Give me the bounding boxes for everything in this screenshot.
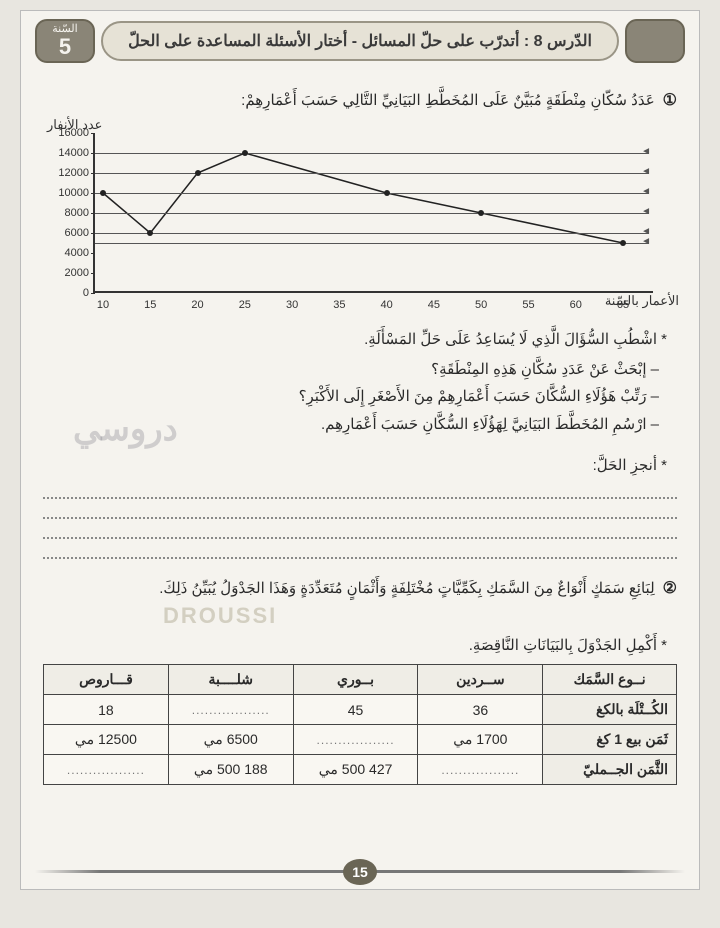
table-header: نــوع السَّمَك — [543, 665, 677, 695]
q1-solve-label: * أنجزِ الحَلَّ: — [43, 453, 667, 479]
data-point — [620, 240, 626, 246]
answer-lines — [43, 497, 677, 559]
guide-arrow — [95, 213, 649, 214]
table-cell: 18 — [44, 695, 169, 725]
table-header: شلــــبة — [168, 665, 293, 695]
table-cell: 1700 مي — [418, 725, 543, 755]
fish-price-table: نــوع السَّمَكســردينبــوريشلــــبةقـــا… — [43, 664, 677, 785]
q1-bullet-1: – إبْحَثْ عَنْ عَدَدِ سُكَّانِ هَذِهِ ال… — [43, 357, 659, 383]
q2-text: لِبَائِعِ سَمَكٍ أَنْوَاعٌ مِنَ السَّمَك… — [159, 577, 654, 601]
guide-arrow — [95, 153, 649, 154]
guide-arrow — [95, 173, 649, 174]
data-point — [478, 210, 484, 216]
table-row: الثَّمَن الجــمليّ..................427 … — [44, 755, 677, 785]
table-row: ثَمَن بيع 1 كغ1700 مي..................6… — [44, 725, 677, 755]
watermark-en: DROUSSI — [163, 603, 677, 629]
x-tick: 20 — [191, 299, 203, 311]
lesson-title: الدّرس 8 : أتدرّب على حلّ المسائل - أختا… — [101, 21, 619, 61]
y-tick: 8000 — [49, 207, 89, 219]
row-label: ثَمَن بيع 1 كغ — [543, 725, 677, 755]
table-cell: 45 — [293, 695, 418, 725]
table-header: قـــاروص — [44, 665, 169, 695]
y-tick: 4000 — [49, 247, 89, 259]
table-cell: 188 500 مي — [168, 755, 293, 785]
x-tick: 15 — [144, 299, 156, 311]
grade-number: 5 — [59, 35, 71, 59]
x-tick: 40 — [381, 299, 393, 311]
guide-arrow — [95, 233, 649, 234]
x-tick: 30 — [286, 299, 298, 311]
table-cell: .................. — [44, 755, 169, 785]
data-point — [100, 190, 106, 196]
y-tick: 16000 — [49, 127, 89, 139]
q2-number: ② — [663, 578, 677, 598]
x-tick: 65 — [617, 299, 629, 311]
row-label: الكُــتْلَة بالكغ — [543, 695, 677, 725]
x-tick: 45 — [428, 299, 440, 311]
data-point — [147, 230, 153, 236]
y-tick: 10000 — [49, 187, 89, 199]
y-tick: 12000 — [49, 167, 89, 179]
row-label: الثَّمَن الجــمليّ — [543, 755, 677, 785]
q1-number: ① — [663, 90, 677, 110]
table-header: ســردين — [418, 665, 543, 695]
table-cell: .................. — [293, 725, 418, 755]
guide-arrow — [95, 193, 649, 194]
data-point — [384, 190, 390, 196]
q2-instruction: * أَكْمِلِ الجَدْوَلَ بِالبَيَانَاتِ الن… — [43, 633, 667, 659]
x-tick: 10 — [97, 299, 109, 311]
question-2: ② لِبَائِعِ سَمَكٍ أَنْوَاعٌ مِنَ السَّم… — [43, 577, 677, 601]
q1-bullet-2: – رَتِّبْ هَؤُلَاءِ السُّكَّانَ حَسَبَ أ… — [43, 384, 659, 410]
lesson-header: الدّرس 8 : أتدرّب على حلّ المسائل - أختا… — [35, 19, 685, 63]
dotted-line — [43, 537, 677, 539]
dotted-line — [43, 497, 677, 499]
table-cell: 36 — [418, 695, 543, 725]
table-cell: 6500 مي — [168, 725, 293, 755]
x-tick: 35 — [333, 299, 345, 311]
y-tick: 6000 — [49, 227, 89, 239]
grade-badge: السّنة 5 — [35, 19, 95, 63]
y-tick: 2000 — [49, 267, 89, 279]
data-point — [195, 170, 201, 176]
population-chart: عدد الأنفار الأعمار بالسّنة 200040006000… — [43, 121, 677, 321]
x-tick: 60 — [570, 299, 582, 311]
table-cell: 427 500 مي — [293, 755, 418, 785]
y-tick: 14000 — [49, 147, 89, 159]
q1-instruction: * اشْطُبِ السُّؤَالَ الَّذِي لَا يُسَاعِ… — [43, 327, 667, 353]
question-1: ① عَدَدُ سُكّانِ مِنْطَقَةٍ مُبَيَّنٌ عَ… — [43, 89, 677, 113]
dotted-line — [43, 557, 677, 559]
x-tick: 50 — [475, 299, 487, 311]
q1-text: عَدَدُ سُكّانِ مِنْطَقَةٍ مُبَيَّنٌ عَلَ… — [241, 89, 655, 113]
data-point — [242, 150, 248, 156]
table-cell: .................. — [168, 695, 293, 725]
table-cell: 12500 مي — [44, 725, 169, 755]
table-header: بــوري — [293, 665, 418, 695]
page-number: 15 — [343, 859, 377, 885]
table-row: الكُــتْلَة بالكغ3645..................1… — [44, 695, 677, 725]
guide-arrow — [95, 243, 649, 244]
y-tick: 0 — [49, 287, 89, 299]
table-cell: .................. — [418, 755, 543, 785]
dotted-line — [43, 517, 677, 519]
x-tick: 55 — [522, 299, 534, 311]
decor-badge-right — [625, 19, 685, 63]
x-tick: 25 — [239, 299, 251, 311]
